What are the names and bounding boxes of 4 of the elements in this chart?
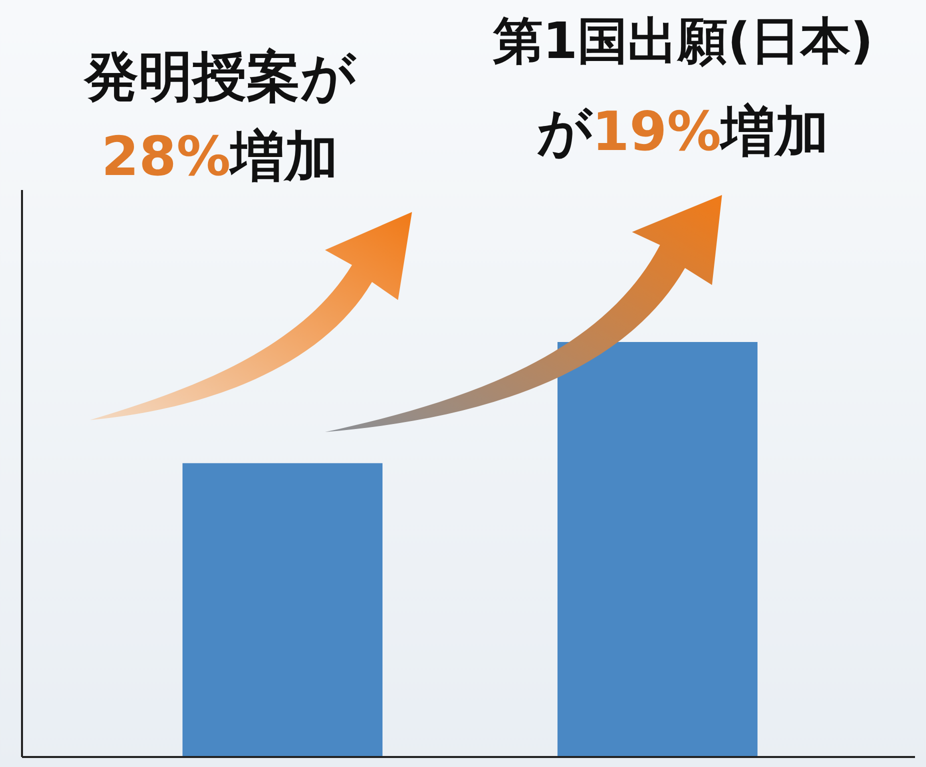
annotation: が19%増加: [536, 100, 830, 163]
annotation: 発明授案が: [84, 45, 356, 108]
annotation: 28%増加: [101, 125, 339, 188]
annotation: 第1国出願(日本): [492, 12, 874, 70]
